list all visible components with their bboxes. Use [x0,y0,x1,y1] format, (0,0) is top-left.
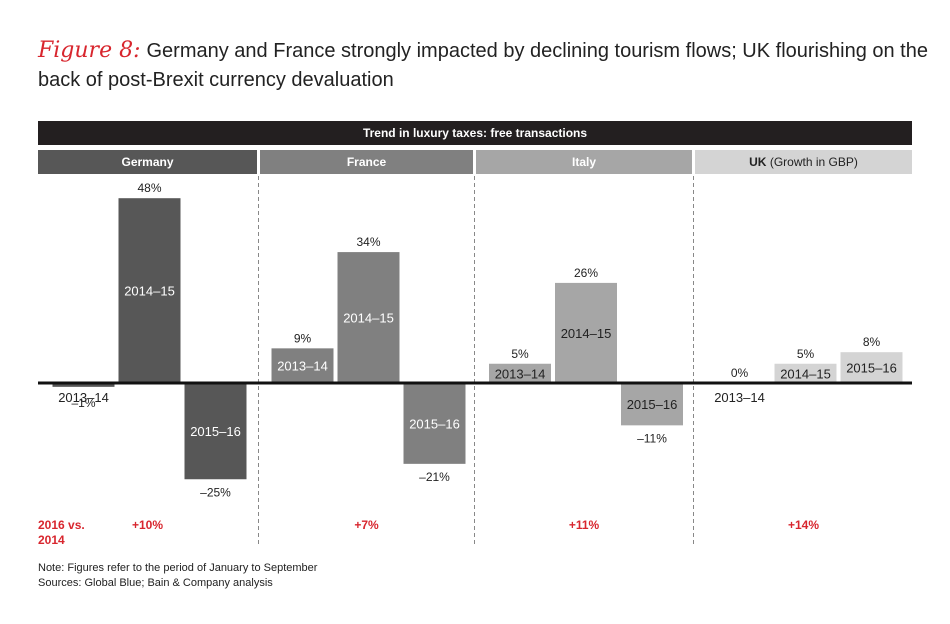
chart-title: Figure 8: Germany and France strongly imp… [38,36,928,95]
group-name-2: Italy [572,155,596,169]
footnote: Note: Figures refer to the period of Jan… [38,562,318,574]
header-text: Trend in luxury taxes: free transactions [363,126,587,140]
group-header-2 [476,150,692,174]
bar-1-2 [403,383,466,464]
bar-2-0 [489,363,551,383]
period-label-1-2: 2015–16 [409,416,460,431]
value-label-1-0: 9% [294,331,312,345]
value-label-0-1: 48% [137,181,161,195]
group-header-3 [695,150,912,174]
group-header-1 [260,150,473,174]
value-label-2-2: –11% [637,431,667,445]
period-label-3-0: 2013–14 [714,390,765,405]
value-label-3-0: 0% [731,366,749,380]
value-label-3-2: 8% [863,335,881,349]
value-label-0-2: –25% [200,485,231,499]
summary-value-2: +11% [568,518,600,532]
bar-2-1 [555,282,617,383]
value-label-2-1: 26% [574,266,598,280]
group-name-0: Germany [121,155,173,169]
summary-value-3: +14% [787,518,820,532]
period-label-0-1: 2014–15 [124,284,175,299]
source-note: Sources: Global Blue; Bain & Company ana… [38,577,273,589]
bar-0-2 [184,383,247,480]
period-label-2-0: 2013–14 [495,366,546,381]
bar-1-0 [271,348,334,383]
period-label-1-0: 2013–14 [277,359,328,374]
figure-label: Figure 8: [38,38,141,63]
summary-value-0: +10% [131,518,164,532]
period-label-3-2: 2015–16 [846,361,897,376]
period-label-0-2: 2015–16 [190,424,241,439]
group-name-1: France [347,155,387,169]
header-bar [38,121,912,145]
bar-2-2 [621,383,683,426]
value-label-2-0: 5% [511,347,529,361]
group-name-3: UK (Growth in GBP) [749,155,858,169]
value-label-3-1: 5% [797,347,815,361]
period-label-1-1: 2014–15 [343,311,394,326]
period-label-3-1: 2014–15 [780,366,831,381]
value-label-0-0: –1% [71,396,95,410]
period-label-2-1: 2014–15 [561,326,612,341]
bar-0-0 [52,383,115,387]
value-label-1-2: –21% [419,470,450,484]
title-text: Germany and France strongly impacted by … [38,40,928,91]
bar-3-2 [840,352,903,383]
group-header-0 [38,150,257,174]
period-label-2-2: 2015–16 [627,397,678,412]
period-label-0-0: 2013–14 [58,390,109,405]
bar-0-1 [118,198,181,383]
bar-1-1 [337,252,400,383]
summary-label: 2016 vs. 2014 [38,518,85,547]
summary-value-1: +7% [354,518,379,532]
value-label-1-1: 34% [356,235,380,249]
bar-3-1 [774,363,837,383]
